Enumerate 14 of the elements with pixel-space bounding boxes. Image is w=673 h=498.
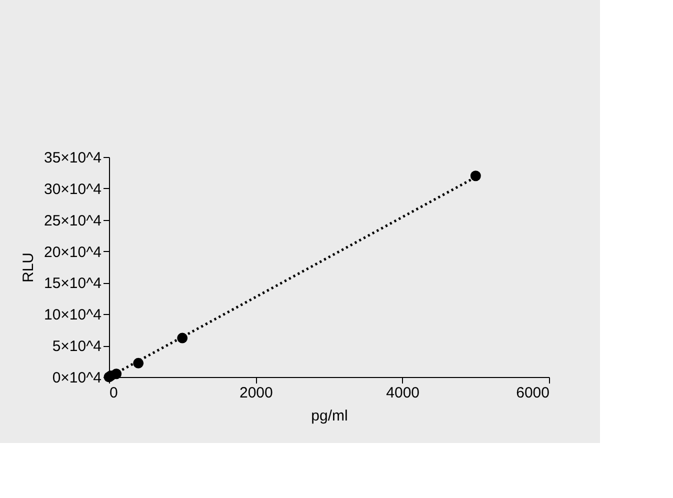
y-tick-label: 20×10^4 — [44, 244, 102, 261]
y-tick-label: 25×10^4 — [44, 212, 102, 230]
x-tick-label: 0 — [110, 384, 118, 402]
y-tick-label: 35×10^4 — [44, 150, 102, 166]
y-tick-label: 15×10^4 — [44, 275, 102, 292]
x-axis-title: pg/ml — [311, 408, 348, 424]
y-tick-label: 30×10^4 — [44, 180, 102, 198]
y-tick-label: 10×10^4 — [44, 306, 102, 324]
y-tick-label: 5×10^4 — [52, 338, 102, 356]
x-tick-label: 4000 — [386, 384, 420, 402]
y-tick-label: 0×10^4 — [52, 370, 102, 386]
x-tick-label: 2000 — [239, 384, 273, 402]
y-axis-title: RLU — [20, 252, 37, 283]
x-tick-label: 6000 — [516, 384, 550, 402]
